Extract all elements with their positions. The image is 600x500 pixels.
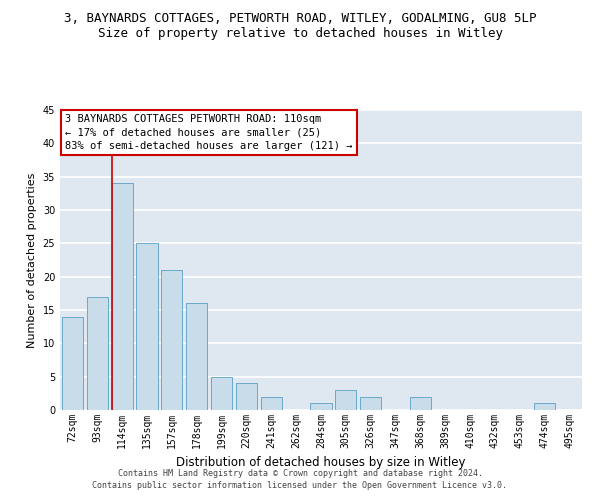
Bar xyxy=(360,396,381,410)
Text: 3, BAYNARDS COTTAGES, PETWORTH ROAD, WITLEY, GODALMING, GU8 5LP: 3, BAYNARDS COTTAGES, PETWORTH ROAD, WIT… xyxy=(64,12,536,26)
Bar xyxy=(310,404,332,410)
Bar xyxy=(161,270,182,410)
Bar xyxy=(186,304,207,410)
Bar xyxy=(236,384,257,410)
Bar xyxy=(87,296,108,410)
Y-axis label: Number of detached properties: Number of detached properties xyxy=(27,172,37,348)
Bar xyxy=(261,396,282,410)
Text: Size of property relative to detached houses in Witley: Size of property relative to detached ho… xyxy=(97,28,503,40)
X-axis label: Distribution of detached houses by size in Witley: Distribution of detached houses by size … xyxy=(176,456,466,469)
Bar xyxy=(211,376,232,410)
Bar xyxy=(112,184,133,410)
Bar xyxy=(534,404,555,410)
Bar xyxy=(410,396,431,410)
Text: Contains HM Land Registry data © Crown copyright and database right 2024.
Contai: Contains HM Land Registry data © Crown c… xyxy=(92,468,508,490)
Text: 3 BAYNARDS COTTAGES PETWORTH ROAD: 110sqm
← 17% of detached houses are smaller (: 3 BAYNARDS COTTAGES PETWORTH ROAD: 110sq… xyxy=(65,114,353,151)
Bar xyxy=(136,244,158,410)
Bar xyxy=(62,316,83,410)
Bar xyxy=(335,390,356,410)
